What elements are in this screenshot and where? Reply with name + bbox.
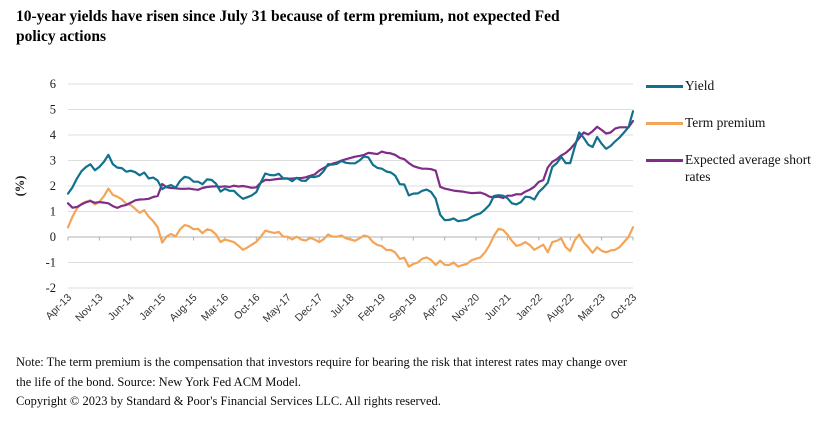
legend-item-expected-short-rates: Expected average short rates	[646, 152, 818, 186]
svg-text:Jan-22: Jan-22	[514, 292, 545, 323]
svg-text:Mar-16: Mar-16	[199, 292, 231, 324]
svg-text:Apr-20: Apr-20	[420, 292, 451, 323]
svg-text:Nov-20: Nov-20	[450, 292, 483, 325]
legend-item-yield: Yield	[646, 78, 818, 95]
svg-text:Oct-16: Oct-16	[232, 292, 263, 323]
svg-text:Jun-14: Jun-14	[106, 292, 137, 323]
y-axis-title: (%)	[13, 176, 27, 197]
series-line-yield	[66, 110, 635, 223]
series-line-term-premium	[66, 187, 635, 268]
svg-text:Nov-13: Nov-13	[73, 292, 106, 325]
svg-text:6: 6	[50, 77, 56, 91]
term-premium-line-swatch	[646, 121, 683, 125]
svg-text:5: 5	[50, 103, 56, 117]
svg-text:Dec-17: Dec-17	[293, 292, 326, 325]
svg-text:4: 4	[50, 128, 57, 142]
svg-text:0: 0	[50, 230, 56, 244]
svg-text:Aug-22: Aug-22	[544, 292, 577, 325]
svg-text:Oct-23: Oct-23	[608, 292, 639, 323]
svg-text:-1: -1	[46, 256, 56, 270]
svg-text:2: 2	[50, 179, 56, 193]
footnote: Note: The term premium is the compensati…	[16, 353, 627, 412]
svg-text:Aug-15: Aug-15	[167, 292, 200, 325]
svg-text:3: 3	[50, 154, 56, 168]
expected-short-rates-line-swatch	[646, 158, 683, 162]
legend-label-term-premium: Term premium	[685, 114, 766, 130]
chart-title-line1: 10-year yields have risen since July 31 …	[16, 8, 560, 25]
footnote-note-line2: the life of the bond. Source: New York F…	[16, 374, 302, 389]
svg-text:-2: -2	[46, 281, 56, 295]
footnote-copyright: Copyright © 2023 by Standard & Poor's Fi…	[16, 394, 441, 408]
svg-text:Apr-13: Apr-13	[43, 292, 74, 323]
svg-text:May-17: May-17	[261, 292, 294, 325]
chart-title-line2: policy actions	[16, 28, 106, 46]
chart-title: 10-year yields have risen since July 31 …	[16, 7, 676, 48]
svg-text:Jul-18: Jul-18	[328, 292, 357, 321]
legend-item-term-premium: Term premium	[646, 115, 818, 132]
svg-text:Jan-15: Jan-15	[137, 292, 168, 323]
svg-text:Feb-19: Feb-19	[356, 292, 388, 324]
chart-legend: Yield Term premium Expected average shor…	[646, 78, 818, 206]
svg-text:Sep-19: Sep-19	[387, 292, 420, 325]
yield-line-swatch	[646, 85, 683, 88]
gridlines	[68, 83, 633, 289]
svg-text:1: 1	[50, 205, 56, 219]
y-axis-labels: 6 5 4 3 2 1 0 -1 -2	[46, 77, 57, 295]
legend-label-expected-short-rates: Expected average short rates	[685, 151, 811, 184]
series-line-expected-average-short-rates	[66, 119, 635, 209]
svg-text:Jun-21: Jun-21	[482, 292, 513, 323]
svg-text:Mar-23: Mar-23	[576, 292, 608, 324]
footnote-note-line1: Note: The term premium is the compensati…	[16, 355, 628, 369]
legend-label-yield: Yield	[685, 78, 715, 93]
